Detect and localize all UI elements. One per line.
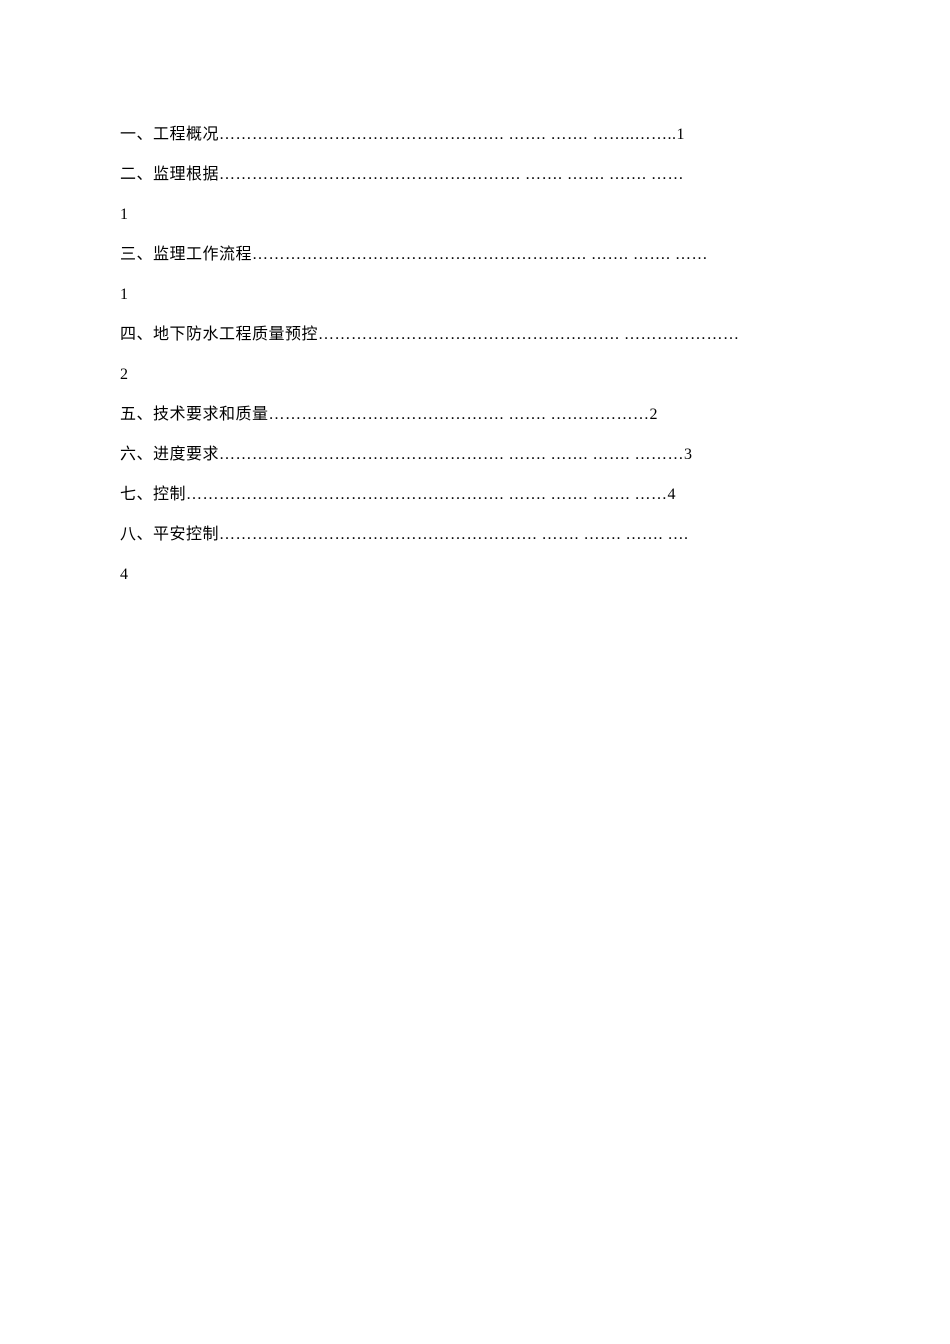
toc-page-number: 1: [120, 275, 830, 315]
toc-entry: 五、技术要求和质量……………………………………. ……. ………………2: [120, 395, 830, 435]
toc-page-number: 1: [120, 195, 830, 235]
toc-entry: 六、进度要求……………………………………………. ……. ……. ……. …………: [120, 435, 830, 475]
toc-entry: 一、工程概况……………………………………………. ……. ……. ……..…….…: [120, 115, 830, 155]
toc-entry: 四、地下防水工程质量预控………………………………………………. …………………: [120, 315, 830, 355]
toc-entry: 二、监理根据………………………………………………. ……. ……. ……. ……: [120, 155, 830, 195]
toc-page-number: 4: [120, 555, 830, 595]
table-of-contents: 一、工程概况……………………………………………. ……. ……. ……..…….…: [120, 115, 830, 595]
toc-entry: 八、平安控制…………………………………………………. ……. ……. ……. ……: [120, 515, 830, 555]
toc-entry: 三、监理工作流程……………………………………………………. ……. ……. ……: [120, 235, 830, 275]
toc-entry: 七、控制…………………………………………………. ……. ……. ……. ……4: [120, 475, 830, 515]
toc-page-number: 2: [120, 355, 830, 395]
